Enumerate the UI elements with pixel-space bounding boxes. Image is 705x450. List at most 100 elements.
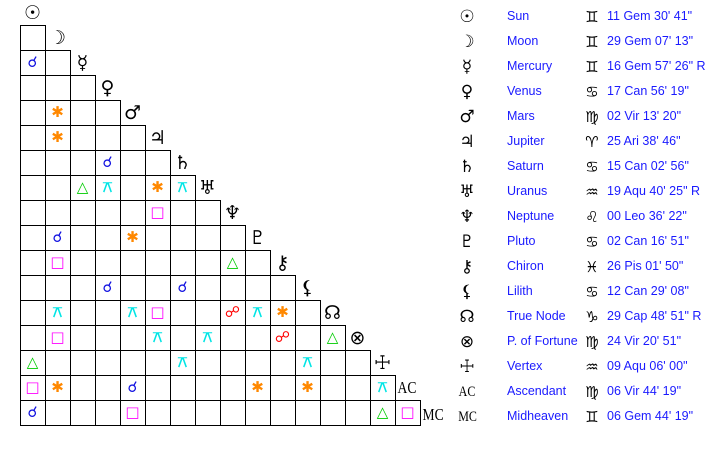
- quincunx-aspect-icon: ⚻: [127, 303, 138, 321]
- aspect-cell-midheaven-jupiter: [145, 400, 171, 426]
- quincunx-aspect-icon: ⚻: [252, 303, 263, 321]
- neptune-glyph-icon: ♆: [223, 202, 242, 224]
- zodiac-sign-icon: ♋: [585, 158, 599, 176]
- uranus-glyph-icon: ♅: [198, 177, 217, 199]
- aspect-cell-chiron-uranus: [195, 250, 221, 276]
- conjunction-aspect-icon: ☌: [102, 153, 113, 171]
- planet-row-saturn: ♄ Saturn ♋ 15 Can 02' 56": [450, 155, 705, 180]
- aspect-cell-vertex-jupiter: [145, 350, 171, 376]
- aspect-cell-pluto-saturn: [170, 225, 196, 251]
- aspect-cell-ascendant-true-node: [320, 375, 346, 401]
- aspect-cell-vertex-moon: [45, 350, 71, 376]
- aspect-cell-midheaven-true-node: [320, 400, 346, 426]
- planet-position: 16 Gem 57' 26" R: [607, 59, 705, 73]
- mercury-icon: ☿: [461, 57, 473, 77]
- aspect-cell-midheaven-lilith: [295, 400, 321, 426]
- planet-name: Mercury: [507, 59, 553, 73]
- aspect-cell-pluto-mercury: [70, 225, 96, 251]
- aspect-cell-p-of-fortune-pluto: [245, 325, 271, 351]
- aspect-cell-uranus-sun: [20, 175, 46, 201]
- aspect-cell-p-of-fortune-neptune: [220, 325, 246, 351]
- aspect-cell-pluto-venus: [95, 225, 121, 251]
- aspect-cell-chiron-jupiter: [145, 250, 171, 276]
- aspect-cell-venus-moon: [45, 75, 71, 101]
- saturn-glyph-icon: ♄: [173, 152, 192, 174]
- planet-name: Midheaven: [507, 409, 569, 423]
- planet-name: Moon: [507, 34, 539, 48]
- planet-position: 12 Can 29' 08": [607, 284, 689, 298]
- sextile-aspect-icon: ✱: [301, 378, 314, 396]
- zodiac-sign-icon: ♊: [585, 408, 599, 426]
- aspect-cell-uranus-mars: [120, 175, 146, 201]
- aspect-cell-midheaven-mercury: [70, 400, 96, 426]
- planet-row-neptune: ♆ Neptune ♌ 00 Leo 36' 22": [450, 205, 705, 230]
- planet-row-moon: ☽ Moon ♊ 29 Gem 07' 13": [450, 30, 705, 55]
- conjunction-aspect-icon: ☌: [27, 403, 38, 421]
- planet-name: Sun: [507, 9, 530, 23]
- planet-position: 25 Ari 38' 46": [607, 134, 681, 148]
- midheaven-icon: MC: [458, 409, 477, 425]
- quincunx-aspect-icon: ⚻: [202, 328, 213, 346]
- planet-position: 00 Leo 36' 22": [607, 209, 687, 223]
- planet-position: 06 Vir 44' 19": [607, 384, 682, 398]
- aspect-cell-pluto-neptune: [220, 225, 246, 251]
- aspect-cell-ascendant-uranus: [195, 375, 221, 401]
- aspect-cell-vertex-p-of-fortune: [345, 350, 371, 376]
- p-of-fortune-icon: ⊗: [459, 332, 475, 352]
- aspect-cell-neptune-mars: [120, 200, 146, 226]
- sextile-aspect-icon: ✱: [126, 228, 139, 246]
- aspect-cell-vertex-uranus: [195, 350, 221, 376]
- aspect-cell-mercury-moon: [45, 50, 71, 76]
- aspect-cell-lilith-uranus: [195, 275, 221, 301]
- aspect-cell-vertex-mars: [120, 350, 146, 376]
- aspect-cell-midheaven-chiron: [270, 400, 296, 426]
- aspect-cell-neptune-saturn: [170, 200, 196, 226]
- aspect-cell-midheaven-venus: [95, 400, 121, 426]
- quincunx-aspect-icon: ⚻: [302, 353, 313, 371]
- sextile-aspect-icon: ✱: [151, 178, 164, 196]
- zodiac-sign-icon: ♒: [585, 183, 599, 201]
- aspect-cell-moon-sun: [20, 25, 46, 51]
- planet-row-jupiter: ♃ Jupiter ♈ 25 Ari 38' 46": [450, 130, 705, 155]
- aspect-cell-midheaven-ascendant: [395, 400, 421, 426]
- zodiac-sign-icon: ♊: [585, 58, 599, 76]
- aspect-cell-true-node-mercury: [70, 300, 96, 326]
- aspect-cell-true-node-lilith: [295, 300, 321, 326]
- aspect-cell-lilith-mars: [120, 275, 146, 301]
- opposition-aspect-icon: ☍: [224, 303, 241, 321]
- zodiac-sign-icon: ♋: [585, 283, 599, 301]
- aspect-cell-ascendant-venus: [95, 375, 121, 401]
- planet-row-mercury: ☿ Mercury ♊ 16 Gem 57' 26" R: [450, 55, 705, 80]
- aspect-cell-vertex-mercury: [70, 350, 96, 376]
- planet-name: P. of Fortune: [507, 334, 578, 348]
- aspect-cell-neptune-uranus: [195, 200, 221, 226]
- aspect-cell-midheaven-moon: [45, 400, 71, 426]
- zodiac-sign-icon: ♊: [585, 33, 599, 51]
- zodiac-sign-icon: ♍: [585, 383, 599, 401]
- aspect-grid: ☉ ☽ ☿ ♀ ♂ ♃ ♄ ♅ ♆ ♇ ⚷ ⚸ ☊ ⊗ ☩ AC MC ☌ ✱ ✱ ☌ △ ⚻ ✱ ⚻ □ ☌ ✱ □ △ ☌ ☌ ⚻ ⚻ □ ☍ ⚻ ✱…: [20, 3, 444, 426]
- sextile-aspect-icon: ✱: [276, 303, 289, 321]
- aspect-cell-ascendant-jupiter: [145, 375, 171, 401]
- square-aspect-icon: □: [150, 303, 165, 321]
- zodiac-sign-icon: ♊: [585, 8, 599, 26]
- planet-name: True Node: [507, 309, 566, 323]
- aspect-cell-neptune-sun: [20, 200, 46, 226]
- mercury-glyph-icon: ☿: [76, 52, 89, 74]
- trine-aspect-icon: △: [226, 253, 239, 271]
- aspect-cell-lilith-sun: [20, 275, 46, 301]
- ascendant-icon: AC: [458, 384, 476, 400]
- planet-row-venus: ♀ Venus ♋ 17 Can 56' 19": [450, 80, 705, 105]
- jupiter-icon: ♃: [459, 132, 475, 152]
- aspect-cell-p-of-fortune-mercury: [70, 325, 96, 351]
- conjunction-aspect-icon: ☌: [177, 278, 188, 296]
- lilith-icon: ⚸: [460, 282, 474, 302]
- conjunction-aspect-icon: ☌: [127, 378, 138, 396]
- midheaven-glyph-icon: MC: [422, 405, 444, 424]
- planet-position: 02 Can 16' 51": [607, 234, 689, 248]
- trine-aspect-icon: △: [76, 178, 89, 196]
- planet-row-ascendant: AC Ascendant ♍ 06 Vir 44' 19": [450, 380, 705, 405]
- planet-name: Ascendant: [507, 384, 567, 398]
- opposition-aspect-icon: ☍: [274, 328, 291, 346]
- planet-row-uranus: ♅ Uranus ♒ 19 Aqu 40' 25" R: [450, 180, 705, 205]
- planet-name: Vertex: [507, 359, 543, 373]
